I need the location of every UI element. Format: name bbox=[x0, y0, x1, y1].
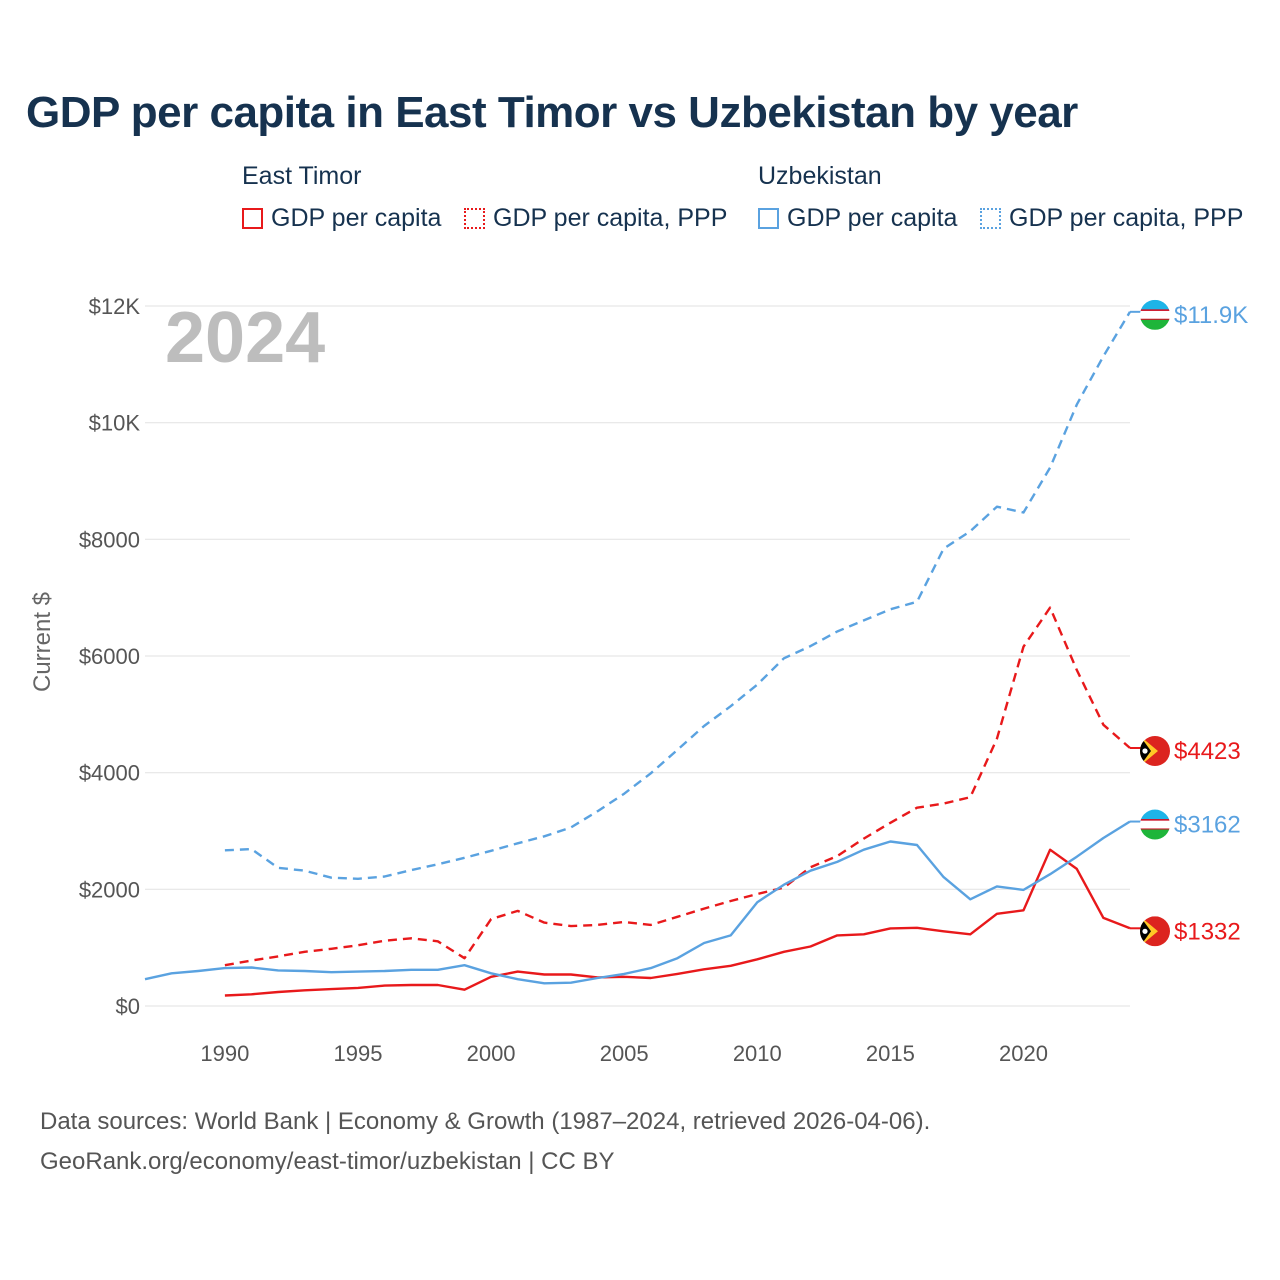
end-value-label: $3162 bbox=[1174, 812, 1241, 839]
year-stamp: 2024 bbox=[165, 298, 325, 378]
x-tick-label: 2000 bbox=[467, 1041, 516, 1066]
end-value-label: $4423 bbox=[1174, 738, 1241, 765]
chart-title: GDP per capita in East Timor vs Uzbekist… bbox=[26, 88, 1078, 137]
east-timor-flag-icon bbox=[1140, 916, 1170, 947]
flag-body bbox=[1140, 809, 1170, 840]
flag-star bbox=[1142, 928, 1148, 934]
footer-attribution[interactable]: GeoRank.org/economy/east-timor/uzbekista… bbox=[40, 1148, 615, 1175]
y-tick-label: $10K bbox=[89, 411, 141, 436]
flag-red-stripe-top bbox=[1140, 309, 1170, 311]
end-value-label: $11.9K bbox=[1174, 302, 1248, 329]
legend-label: GDP per capita, PPP bbox=[493, 204, 728, 232]
legend-swatch-solid-red bbox=[242, 208, 263, 229]
flag-body bbox=[1140, 735, 1170, 766]
y-tick-label: $2000 bbox=[79, 877, 140, 902]
flag-white-band bbox=[1140, 819, 1170, 830]
flag-blue-band bbox=[1140, 299, 1170, 310]
legend-swatch-dotted-red bbox=[464, 208, 485, 229]
y-tick-label: $0 bbox=[116, 994, 140, 1019]
legend-swatch-solid-blue bbox=[758, 208, 779, 229]
series-line-east_timor-solid bbox=[224, 848, 1131, 997]
x-tick-label: 1990 bbox=[200, 1041, 249, 1066]
uzbekistan-flag-icon bbox=[1140, 809, 1170, 840]
y-tick-label: $4000 bbox=[79, 761, 140, 786]
series-lines bbox=[144, 311, 1132, 997]
legend-label: GDP per capita bbox=[271, 204, 442, 232]
y-tick-label: $6000 bbox=[79, 644, 140, 669]
footer-sources: Data sources: World Bank | Economy & Gro… bbox=[40, 1108, 931, 1135]
flag-red-stripe-bottom bbox=[1140, 318, 1170, 321]
flag-body bbox=[1140, 916, 1170, 947]
uzbekistan-flag-icon bbox=[1140, 299, 1170, 330]
flag-blue-band bbox=[1140, 809, 1170, 820]
y-axis: $0 $2000 $4000 $6000 $8000 $10K $12K bbox=[79, 294, 141, 1019]
end-labels: $1332 $4423 $3162 $11.9K bbox=[1130, 299, 1248, 947]
flag-white-band bbox=[1140, 309, 1170, 320]
x-tick-label: 2020 bbox=[999, 1041, 1048, 1066]
east-timor-flag-icon bbox=[1140, 735, 1170, 766]
legend-item-east-timor-gdp[interactable]: GDP per capita bbox=[242, 204, 441, 233]
legend-item-uzbekistan-gdp-ppp[interactable]: GDP per capita, PPP bbox=[980, 204, 1243, 233]
legend-item-east-timor-gdp-ppp[interactable]: GDP per capita, PPP bbox=[464, 204, 727, 233]
x-tick-label: 2005 bbox=[600, 1041, 649, 1066]
legend-label: GDP per capita, PPP bbox=[1009, 204, 1244, 232]
y-axis-title: Current $ bbox=[29, 592, 56, 692]
flag-red-stripe-bottom bbox=[1140, 828, 1170, 831]
grid bbox=[145, 305, 1130, 1007]
flag-red-stripe-top bbox=[1140, 819, 1170, 821]
legend-group-east-timor: East Timor bbox=[242, 162, 362, 190]
legend-label: GDP per capita bbox=[787, 204, 958, 232]
legend-swatch-dotted-blue bbox=[980, 208, 1001, 229]
legend-item-uzbekistan-gdp[interactable]: GDP per capita bbox=[758, 204, 957, 233]
series-line-uzbekistan-solid bbox=[144, 820, 1131, 985]
y-tick-label: $8000 bbox=[79, 527, 140, 552]
x-tick-label: 2015 bbox=[866, 1041, 915, 1066]
series-line-east_timor-dashed bbox=[224, 606, 1131, 967]
series-line-uzbekistan-dashed bbox=[224, 311, 1132, 880]
x-axis: 1990 1995 2000 2005 2010 2015 2020 bbox=[200, 1041, 1048, 1066]
end-value-label: $1332 bbox=[1174, 918, 1241, 945]
flag-green-band bbox=[1140, 829, 1170, 840]
x-tick-label: 1995 bbox=[333, 1041, 382, 1066]
flag-body bbox=[1140, 299, 1170, 330]
flag-star bbox=[1142, 748, 1148, 754]
x-tick-label: 2010 bbox=[733, 1041, 782, 1066]
flag-green-band bbox=[1140, 319, 1170, 330]
y-tick-label: $12K bbox=[89, 294, 141, 319]
legend-group-uzbekistan: Uzbekistan bbox=[758, 162, 882, 190]
